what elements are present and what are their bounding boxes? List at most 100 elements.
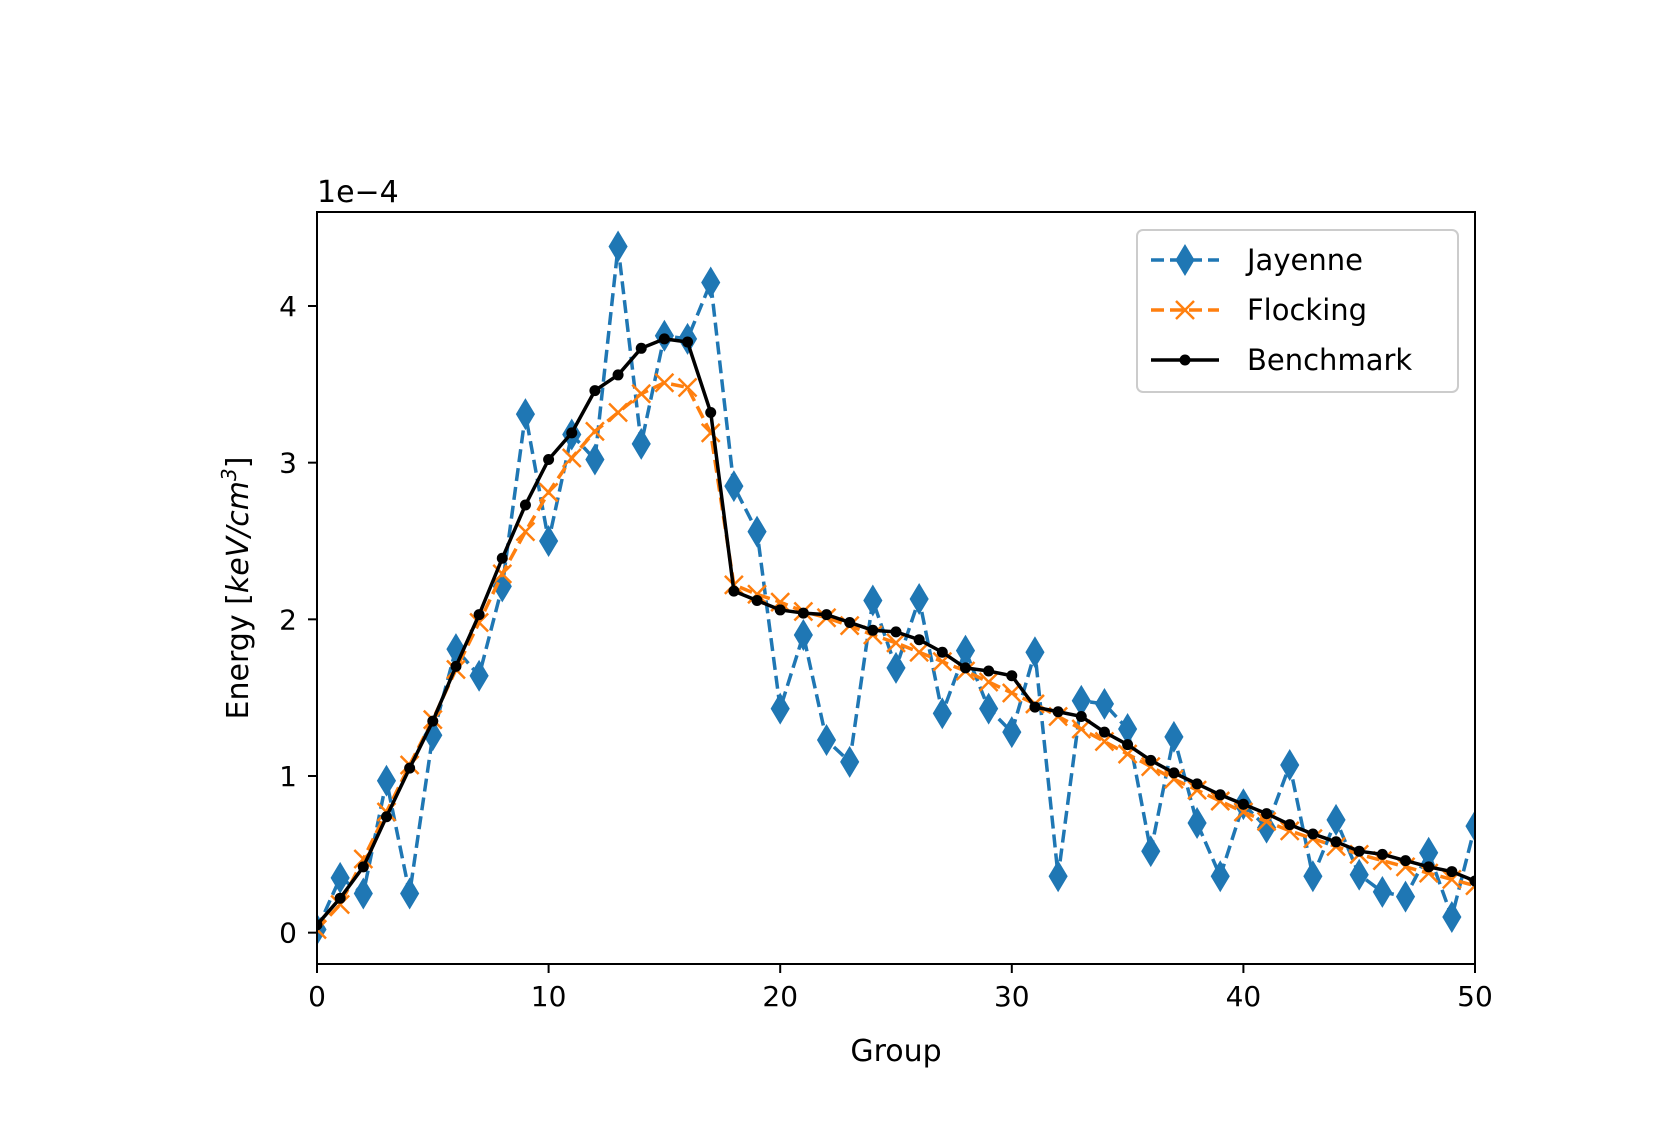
jayenne-point bbox=[1025, 636, 1045, 669]
benchmark-point bbox=[404, 762, 416, 774]
benchmark-point bbox=[1237, 798, 1249, 810]
y-tick-label: 0 bbox=[279, 917, 297, 950]
benchmark-point bbox=[380, 811, 392, 823]
benchmark-point bbox=[1446, 866, 1458, 878]
benchmark-point bbox=[983, 665, 995, 677]
flocking-point bbox=[561, 448, 582, 468]
benchmark-point bbox=[1145, 754, 1157, 766]
benchmark-point bbox=[936, 646, 948, 658]
benchmark-point bbox=[519, 499, 531, 511]
legend-label: Jayenne bbox=[1245, 243, 1363, 277]
flocking-point bbox=[538, 482, 559, 503]
benchmark-point bbox=[1353, 845, 1365, 857]
benchmark-point bbox=[1469, 875, 1475, 887]
jayenne-point bbox=[376, 764, 397, 797]
benchmark-point bbox=[1330, 836, 1342, 848]
jayenne-point bbox=[1048, 860, 1068, 893]
benchmark-point bbox=[589, 385, 601, 397]
flocking-line bbox=[317, 381, 1475, 931]
benchmark-point bbox=[1006, 670, 1018, 682]
jayenne-point bbox=[1141, 835, 1161, 868]
jayenne-point bbox=[886, 651, 906, 684]
jayenne-point bbox=[793, 619, 813, 651]
x-axis: 0 10 20 30 40 50 bbox=[308, 964, 1493, 1013]
jayenne-point bbox=[1280, 749, 1300, 782]
benchmark-point bbox=[1075, 710, 1087, 722]
flocking-point bbox=[492, 564, 513, 584]
flocking-point bbox=[1210, 791, 1231, 811]
flocking-point bbox=[677, 377, 698, 398]
x-tick-label: 0 bbox=[308, 980, 326, 1013]
y-tick-label: 4 bbox=[279, 290, 297, 323]
x-tick-label: 30 bbox=[994, 980, 1030, 1013]
benchmark-point bbox=[635, 342, 647, 354]
benchmark-point bbox=[959, 662, 971, 674]
benchmark-point bbox=[1098, 726, 1110, 738]
jayenne-point bbox=[1175, 244, 1195, 276]
jayenne-point bbox=[1164, 720, 1184, 753]
jayenne-point bbox=[840, 745, 860, 778]
jayenne-point bbox=[1349, 858, 1369, 891]
benchmark-point bbox=[1423, 861, 1435, 873]
jayenne-point bbox=[469, 659, 489, 692]
benchmark-point bbox=[913, 634, 925, 646]
y-label-exponent: 3 bbox=[217, 468, 241, 481]
legend-item-jayenne: Jayenne bbox=[1151, 243, 1363, 277]
flocking-point bbox=[608, 402, 628, 423]
flocking-point bbox=[909, 642, 930, 663]
benchmark-point bbox=[728, 585, 740, 597]
jayenne-point bbox=[1372, 875, 1392, 908]
legend-label: Benchmark bbox=[1247, 343, 1412, 377]
benchmark-point bbox=[1122, 739, 1134, 751]
flocking-point bbox=[747, 584, 767, 605]
benchmark-point bbox=[317, 919, 323, 931]
legend-label: Flocking bbox=[1247, 293, 1367, 327]
legend-item-flocking: Flocking bbox=[1151, 293, 1367, 327]
benchmark-point bbox=[1284, 819, 1296, 831]
legend-box bbox=[1136, 229, 1459, 393]
flocking-point bbox=[585, 421, 605, 442]
x-axis-label: Group bbox=[850, 1034, 941, 1069]
jayenne-point bbox=[863, 584, 883, 617]
flocking-point bbox=[1279, 820, 1300, 841]
flocking-point bbox=[631, 383, 652, 404]
offset-text: 1e−4 bbox=[317, 175, 399, 210]
jayenne-point bbox=[1210, 860, 1230, 893]
flocking-point bbox=[515, 521, 536, 542]
jayenne-point bbox=[747, 515, 767, 548]
jayenne-point bbox=[701, 266, 721, 299]
flocking-point bbox=[700, 423, 721, 443]
benchmark-point bbox=[1179, 354, 1191, 366]
benchmark-point bbox=[1191, 778, 1203, 790]
benchmark-point bbox=[1168, 767, 1180, 779]
legend-item-benchmark: Benchmark bbox=[1151, 343, 1412, 377]
benchmark-point bbox=[658, 333, 670, 345]
benchmark-point bbox=[1307, 828, 1319, 840]
benchmark-point bbox=[357, 861, 369, 873]
jayenne-point bbox=[979, 692, 999, 725]
jayenne-point bbox=[955, 634, 976, 667]
flocking-point bbox=[1164, 769, 1184, 790]
benchmark-point bbox=[1052, 706, 1064, 718]
benchmark-series bbox=[317, 333, 1475, 931]
jayenne-point bbox=[585, 443, 605, 476]
jayenne-point bbox=[816, 723, 837, 756]
jayenne-point bbox=[539, 525, 559, 557]
x-tick-label: 10 bbox=[531, 980, 567, 1013]
x-tick-label: 50 bbox=[1457, 980, 1493, 1013]
jayenne-point bbox=[1187, 807, 1207, 839]
x-tick-label: 20 bbox=[762, 980, 798, 1013]
y-label-unit: keV/cm bbox=[221, 481, 256, 593]
benchmark-point bbox=[1029, 701, 1041, 713]
benchmark-point bbox=[427, 715, 439, 727]
y-axis: 0 1 2 3 4 bbox=[279, 290, 317, 950]
plot-frame bbox=[316, 211, 1476, 965]
flocking-point bbox=[1175, 300, 1195, 320]
benchmark-point bbox=[543, 454, 555, 466]
jayenne-point bbox=[1395, 880, 1416, 913]
benchmark-point bbox=[844, 616, 856, 628]
jayenne-point bbox=[631, 427, 651, 460]
benchmark-point bbox=[334, 892, 346, 904]
flocking-point bbox=[1001, 683, 1022, 703]
